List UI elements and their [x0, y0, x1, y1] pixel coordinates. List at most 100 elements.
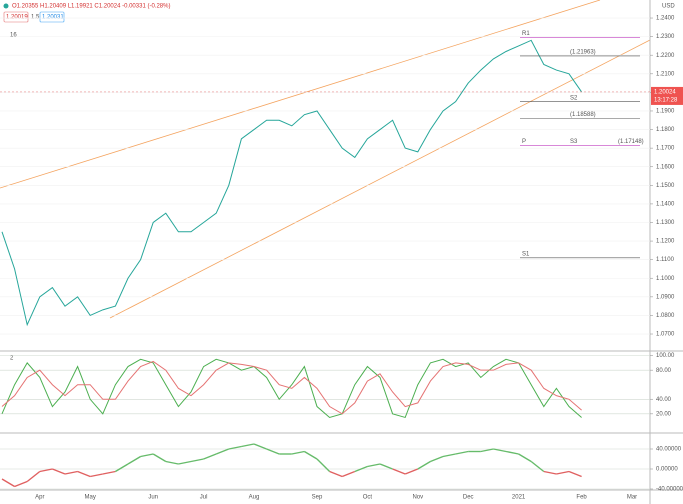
y-tick-label: 1.2200	[656, 53, 675, 59]
price-line	[1, 360, 582, 415]
momentum-segment	[543, 470, 557, 475]
x-tick-label: Aug	[249, 495, 260, 501]
momentum-segment	[505, 450, 519, 455]
momentum-segment	[39, 468, 53, 473]
input-value: 1.20031	[42, 15, 64, 21]
momentum-segment	[379, 463, 393, 470]
y-tick-label: 1.2300	[656, 34, 675, 40]
y-tick-label: 1.1000	[656, 276, 675, 282]
pivot-label: R1	[522, 31, 530, 37]
momentum-segment	[354, 465, 368, 473]
y-tick-label: 1.0800	[656, 313, 675, 319]
momentum-segment	[190, 458, 204, 463]
momentum-segment	[480, 448, 494, 453]
input-box[interactable]	[3, 11, 29, 23]
x-tick-label: Mar	[627, 495, 637, 501]
momentum-segment	[304, 450, 318, 460]
y-tick-label: 1.1300	[656, 220, 675, 226]
momentum-segment	[77, 470, 91, 478]
y-tick-label: 1.1900	[656, 109, 675, 115]
channel-line	[0, 0, 601, 189]
y-tick-label: 40.00000	[656, 447, 682, 453]
momentum-segment	[442, 453, 456, 458]
momentum-segment	[404, 468, 419, 475]
y-tick-label: 80.00	[656, 368, 672, 374]
last-price-box	[651, 86, 683, 105]
y-tick-label: 1.2400	[656, 16, 675, 22]
momentum-segment	[329, 470, 343, 478]
momentum-segment	[253, 443, 267, 450]
x-tick-label: Apr	[35, 495, 44, 501]
last-price: 1.20024	[654, 90, 676, 96]
momentum-segment	[291, 450, 305, 455]
y-tick-label: 0.00000	[656, 467, 678, 473]
x-tick-label: Sep	[312, 495, 323, 501]
countdown: 13:17:28	[654, 98, 678, 104]
momentum-segment	[241, 443, 255, 448]
pivot-label: (1.17148)	[618, 139, 644, 145]
momentum-segment	[90, 473, 103, 478]
y-tick-label: 1.2100	[656, 71, 675, 77]
momentum-segment	[102, 470, 116, 475]
momentum-segment	[165, 460, 179, 465]
momentum-segment	[215, 448, 230, 455]
momentum-segment	[316, 458, 331, 472]
x-tick-label: Dec	[463, 495, 474, 501]
momentum-segment	[417, 460, 431, 470]
momentum-segment	[568, 470, 582, 478]
pivot-label: S1	[522, 251, 530, 257]
x-tick-label: Feb	[576, 495, 587, 501]
input-value: 1.20019	[6, 15, 28, 21]
momentum-segment	[26, 470, 41, 483]
y-tick-label: 1.1100	[656, 257, 675, 263]
pivot-label: S2	[570, 95, 578, 101]
x-tick-label: Jul	[200, 495, 208, 501]
momentum-segment	[556, 470, 570, 475]
momentum-segment	[493, 448, 507, 453]
y-tick-label: 1.1700	[656, 146, 675, 152]
price-line	[1, 39, 583, 327]
x-tick-label: Oct	[363, 495, 373, 501]
momentum-segment	[203, 453, 217, 460]
y-tick-label: 100.00	[656, 353, 675, 359]
momentum-segment	[266, 448, 280, 455]
momentum-segment	[455, 450, 469, 455]
momentum-segment	[228, 445, 242, 450]
momentum-segment	[178, 460, 192, 465]
y-tick-label: 1.1600	[656, 164, 675, 170]
momentum-segment	[518, 453, 532, 463]
y-tick-label: 1.0900	[656, 294, 675, 300]
input-box[interactable]	[39, 11, 65, 23]
momentum-segment	[140, 453, 154, 458]
input-value: 1.5	[31, 15, 40, 21]
pivot-label: P	[522, 139, 526, 145]
price-line	[1, 358, 582, 419]
momentum-segment	[127, 455, 141, 465]
momentum-segment	[1, 478, 15, 488]
pivot-label: (1.21963)	[570, 49, 596, 55]
momentum-segment	[367, 463, 381, 468]
x-tick-label: Nov	[412, 495, 423, 501]
momentum-segment	[115, 463, 129, 473]
y-tick-label: 40.00	[656, 397, 672, 403]
x-tick-label: May	[85, 495, 96, 501]
channel-line	[109, 39, 651, 319]
ohlc-legend: O1.20355 H1.20409 L1.19921 C1.20024 -0.0…	[12, 4, 170, 10]
y-tick-label: 1.1500	[656, 183, 675, 189]
momentum-segment	[152, 453, 167, 463]
momentum-segment	[392, 468, 406, 475]
y-tick-label: 20.00	[656, 411, 672, 417]
momentum-segment	[64, 470, 78, 475]
momentum-segment	[14, 480, 28, 488]
indicator-label: 16	[10, 33, 17, 39]
x-tick-label: 2021	[512, 495, 526, 501]
y-tick-label: -40.00000	[656, 487, 683, 493]
y-tick-label: 1.0700	[656, 332, 675, 338]
y-tick-label: 1.1800	[656, 127, 675, 133]
momentum-segment	[530, 460, 545, 473]
y-tick-label: 1.1400	[656, 201, 675, 207]
momentum-segment	[52, 468, 66, 475]
momentum-segment	[341, 470, 356, 478]
